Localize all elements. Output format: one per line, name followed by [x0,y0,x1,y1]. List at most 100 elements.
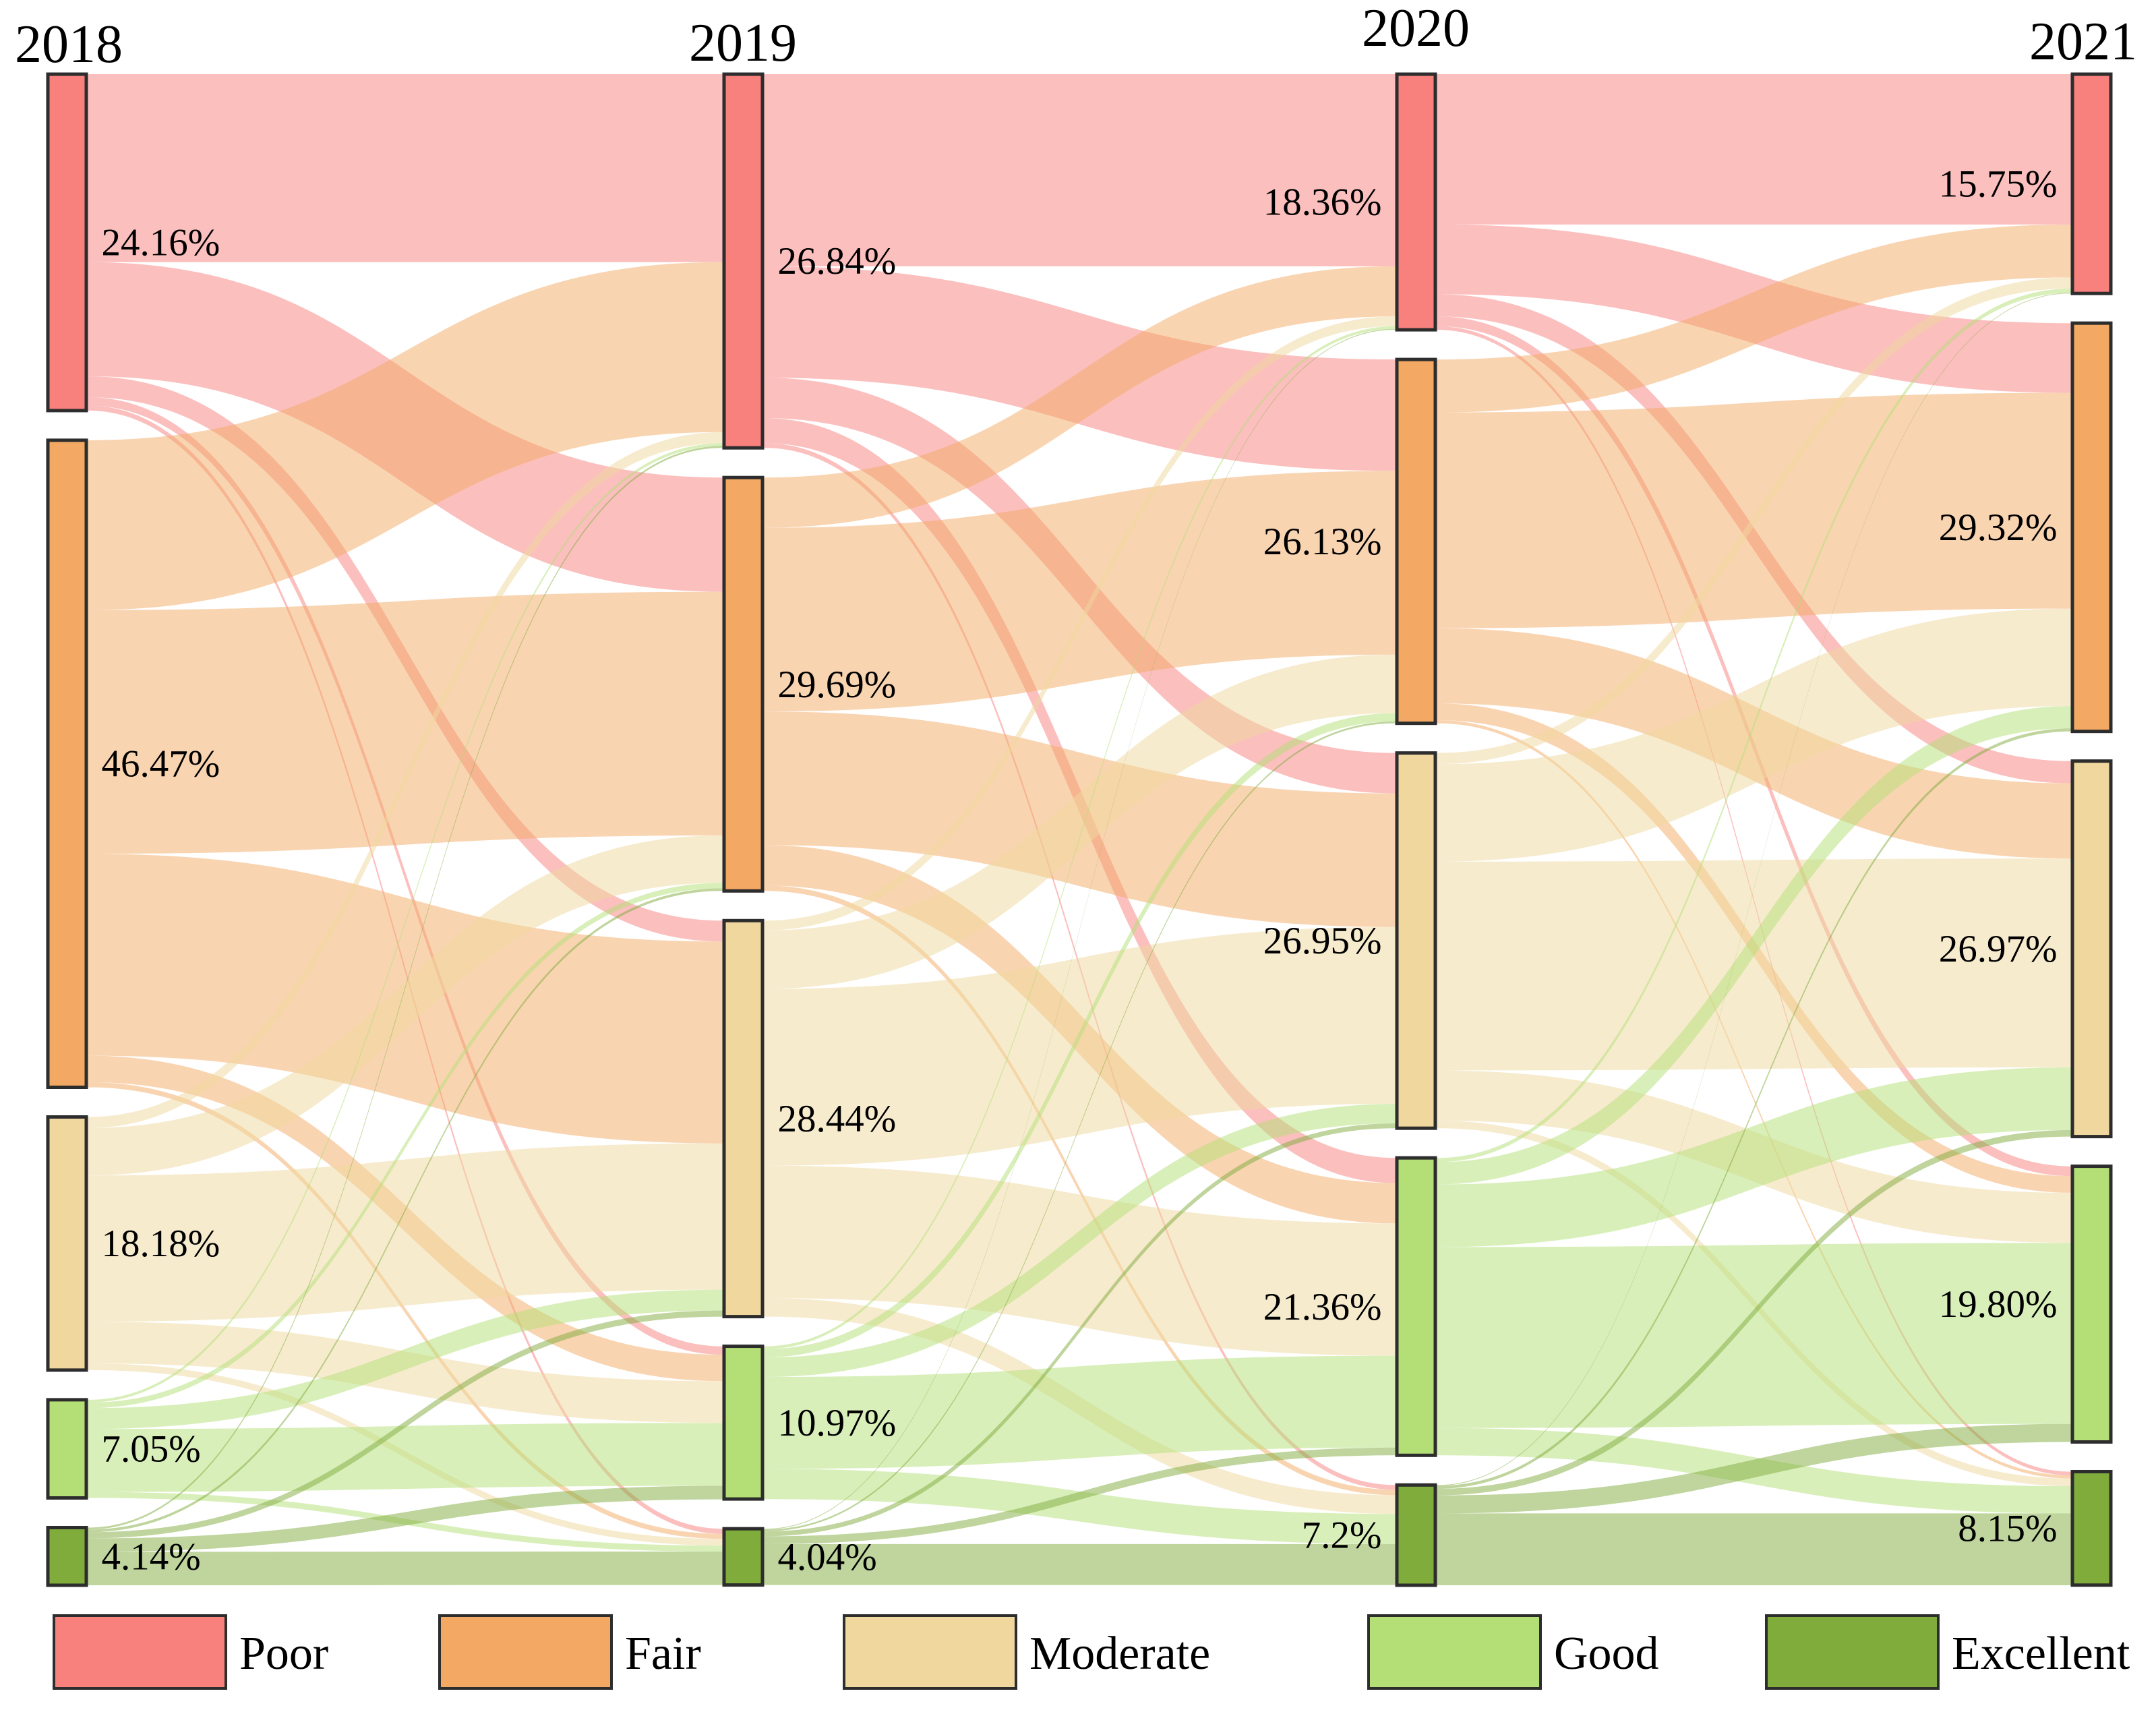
flow-2018-moderate-to-good [88,1322,723,1423]
pct-label-2021-poor: 15.75% [1939,163,2058,206]
legend-swatch-good [1367,1614,1542,1690]
legend: Poor Fair Moderate Good Excellent [53,1614,2130,1690]
legend-label-good: Good [1554,1628,1659,1680]
node-2020-moderate [1395,751,1437,1130]
flow-2020-excellent-to-poor [1437,293,2071,1486]
flow-2019-excellent-to-good [764,1447,1396,1544]
pct-label-2018-excellent: 4.14% [102,1535,201,1578]
year-label-2020: 2020 [1362,0,1470,58]
flow-2020-good-to-fair [1437,706,2071,1185]
flow-2019-fair-to-excellent [764,885,1396,1496]
flow-2020-excellent-to-fair [1437,728,2071,1489]
node-2018-moderate [46,1115,88,1372]
year-label-2019: 2019 [689,13,797,73]
pct-label-2019-excellent: 4.04% [778,1536,877,1579]
flow-2018-moderate-to-fair [88,835,723,1176]
legend-item-fair: Fair [438,1614,701,1690]
flow-2020-poor-to-poor [1437,74,2071,225]
node-2020-poor [1395,72,1437,332]
flow-2020-moderate-to-moderate [1437,858,2071,1071]
flow-2020-good-to-poor [1437,289,2071,1162]
pct-label-2018-poor: 24.16% [102,222,220,264]
pct-label-2019-fair: 29.69% [778,664,897,706]
flow-2019-excellent-to-excellent [764,1543,1396,1585]
node-2020-good [1395,1156,1437,1457]
flow-2019-excellent-to-fair [764,721,1396,1532]
flow-2019-fair-to-poor [764,266,1396,528]
node-2020-fair [1395,357,1437,726]
flow-links [88,74,2071,1585]
flow-2019-good-to-excellent [764,1469,1396,1544]
flow-2019-good-to-moderate [764,1104,1396,1378]
pct-label-2020-moderate: 26.95% [1263,920,1382,962]
flow-2018-good-to-poor [88,443,723,1403]
node-2018-poor [46,72,88,413]
legend-label-poor: Poor [239,1628,328,1680]
pct-label-2020-poor: 18.36% [1263,181,1382,224]
node-2018-fair [46,438,88,1089]
node-2021-fair [2070,321,2113,734]
flow-2018-good-to-moderate [88,1289,723,1429]
flow-2018-excellent-to-excellent [88,1552,723,1585]
flow-2018-fair-to-excellent [88,1082,723,1539]
flow-2020-good-to-good [1437,1243,2071,1428]
flow-2020-excellent-to-moderate [1437,1129,2071,1496]
pct-label-2019-good: 10.97% [778,1402,897,1444]
flow-2019-excellent-to-moderate [764,1123,1396,1537]
flow-2018-moderate-to-poor [88,432,723,1129]
year-labels: 2018 2019 2020 2021 [15,0,2137,74]
legend-item-excellent: Excellent [1765,1614,2130,1690]
legend-item-moderate: Moderate [843,1614,1210,1690]
flow-2018-excellent-to-moderate [88,1310,723,1539]
flow-2019-moderate-to-fair [764,654,1396,989]
pct-label-2021-moderate: 26.97% [1939,928,2058,970]
node-2021-excellent [2070,1470,2113,1587]
flow-2018-poor-to-good [88,397,723,1355]
legend-label-moderate: Moderate [1029,1628,1210,1680]
legend-label-excellent: Excellent [1952,1628,2130,1680]
node-2019-good [722,1345,765,1501]
flow-2020-moderate-to-fair [1437,608,2071,862]
flow-2020-excellent-to-excellent [1437,1513,2071,1585]
flow-2018-good-to-good [88,1423,723,1492]
flow-2018-excellent-to-poor [88,446,723,1530]
pct-label-2018-good: 7.05% [102,1428,201,1471]
flow-2019-poor-to-fair [764,266,1396,471]
flow-2018-excellent-to-fair [88,888,723,1533]
node-2018-good [46,1398,88,1500]
flow-2019-fair-to-fair [764,471,1396,712]
pct-label-2021-excellent: 8.15% [1958,1508,2057,1550]
legend-swatch-fair [438,1614,613,1690]
flow-2019-good-to-fair [764,713,1396,1358]
legend-swatch-excellent [1765,1614,1940,1690]
year-label-2018: 2018 [15,15,123,74]
flow-2019-moderate-to-poor [764,316,1396,931]
flow-2020-good-to-moderate [1437,1067,2071,1247]
legend-item-poor: Poor [53,1614,328,1690]
node-2019-fair [722,475,765,893]
node-2018-excellent [46,1526,88,1587]
pct-label-2020-fair: 26.13% [1263,521,1382,563]
node-2019-poor [722,72,765,450]
flow-2018-good-to-fair [88,883,723,1409]
pct-label-2020-excellent: 7.2% [1302,1514,1382,1557]
legend-item-good: Good [1367,1614,1659,1690]
flow-2019-poor-to-poor [764,74,1396,266]
flow-2019-good-to-good [764,1355,1396,1469]
flow-2018-poor-to-poor [88,74,723,262]
node-2020-excellent [1395,1483,1437,1587]
nodes [46,72,2113,1587]
pct-label-2018-moderate: 18.18% [102,1222,220,1265]
flow-2020-excellent-to-good [1437,1423,2071,1514]
flow-2019-good-to-poor [764,326,1396,1349]
pct-label-2021-fair: 29.32% [1939,506,2058,549]
flow-2020-fair-to-excellent [1437,720,2071,1479]
pct-label-2021-good: 19.80% [1939,1283,2058,1326]
flow-2019-moderate-to-moderate [764,926,1396,1166]
pct-label-2018-fair: 46.47% [102,743,220,786]
flow-2019-moderate-to-good [764,1165,1396,1356]
flow-2018-fair-to-poor [88,262,723,610]
node-2021-good [2070,1164,2113,1444]
